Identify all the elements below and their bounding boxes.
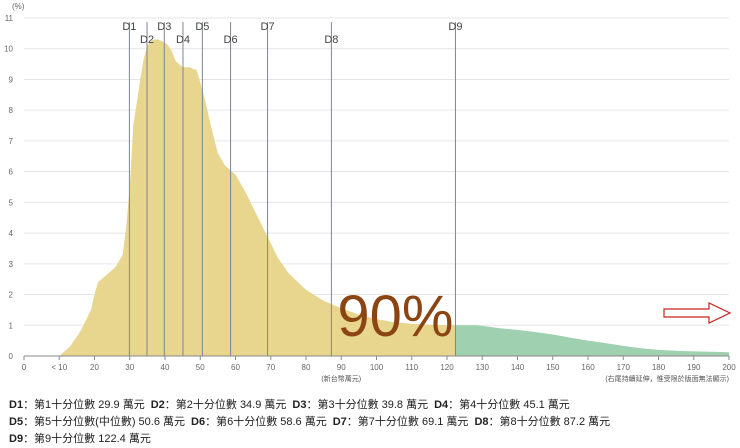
area-series-2: [455, 325, 729, 356]
x-tick-label: 160: [581, 363, 595, 372]
y-tick-label: 2: [9, 291, 14, 300]
y-tick-label: 7: [9, 137, 14, 146]
y-tick-label: 4: [9, 229, 14, 238]
legend-key: D1: [9, 399, 24, 411]
legend-item-d6: D6：第6十分位數 58.6 萬元: [191, 416, 327, 428]
percent-annotation: 90%: [337, 284, 453, 349]
legend-item-d3: D3：第3十分位數 39.8 萬元: [292, 399, 428, 411]
x-tick-label: 200: [722, 363, 736, 372]
legend-key: D2: [150, 399, 165, 411]
y-tick-label: 1: [9, 321, 14, 330]
x-axis-note: (右尾持續延伸，惟受限於版面無法顯示): [605, 374, 729, 383]
right-arrow-icon: [663, 302, 732, 324]
x-tick-label: 20: [90, 363, 99, 372]
income-distribution-chart: 0 1 2 3 4 5 6 7 8 9 10 11 (%) 0 < 10 20 30 40 50 60 70 80 90 10…: [4, 2, 736, 383]
legend-key: D6: [191, 416, 206, 428]
decile-label-d4: D4: [176, 34, 190, 46]
legend-text: ：第3十分位數 39.8 萬元: [306, 399, 429, 411]
y-tick-label: 3: [9, 260, 14, 269]
x-tick-label: 50: [196, 363, 205, 372]
legend-text: ：第7十分位數 69.1 萬元: [346, 416, 469, 428]
legend-item-d5: D5：第5十分位數(中位數) 50.6 萬元: [9, 416, 185, 428]
legend-text: ：第6十分位數 58.6 萬元: [205, 416, 327, 428]
decile-label-d5: D5: [195, 21, 209, 33]
legend-item-d4: D4：第4十分位數 45.1 萬元: [434, 399, 570, 411]
x-tick-label: 30: [125, 363, 134, 372]
decile-label-d6: D6: [224, 34, 238, 46]
decile-label-d3: D3: [157, 21, 171, 33]
legend-text: ：第1十分位數 29.9 萬元: [23, 399, 145, 411]
legend-key: D7: [332, 416, 347, 428]
legend-key: D3: [292, 399, 307, 411]
x-tick-label: 190: [687, 363, 701, 372]
x-tick-label: 90: [337, 363, 346, 372]
y-unit-label: (%): [12, 2, 25, 11]
y-tick-label: 8: [9, 106, 14, 115]
y-tick-label: 10: [4, 45, 13, 54]
x-tick-label: 130: [476, 363, 490, 372]
decile-label-d2: D2: [140, 34, 154, 46]
legend-key: D8: [474, 416, 489, 428]
legend-item-d2: D2：第2十分位數 34.9 萬元: [151, 399, 287, 411]
x-unit-label: (新台幣萬元): [321, 374, 361, 383]
decile-label-d9: D9: [448, 21, 462, 33]
x-tick-label: 110: [405, 363, 418, 372]
x-tick-label: 180: [652, 363, 666, 372]
legend-item-d1: D1：第1十分位數 29.9 萬元: [9, 399, 145, 411]
x-tick-label: 170: [617, 363, 631, 372]
legend-text: ：第8十分位數 87.2 萬元: [488, 416, 611, 428]
area-series-1: [59, 39, 456, 356]
chart-area: 0 1 2 3 4 5 6 7 8 9 10 11 (%) 0 < 10 20 30 40 50 60 70 80 90 10…: [4, 2, 736, 383]
legend-text: ：第4十分位數 45.1 萬元: [448, 399, 570, 411]
legend-key: D9: [9, 433, 24, 445]
legend-text: ：第5十分位數(中位數) 50.6 萬元: [23, 416, 186, 428]
legend-item-d7: D7：第7十分位數 69.1 萬元: [333, 416, 469, 428]
legend-row: D1：第1十分位數 29.9 萬元 D2：第2十分位數 34.9 萬元 D3：第3十…: [9, 397, 734, 414]
x-tick-label: 80: [302, 363, 311, 372]
y-tick-label: 11: [5, 14, 14, 23]
decile-label-d1: D1: [122, 21, 136, 33]
x-tick-label: 140: [511, 363, 525, 372]
y-tick-label: 5: [9, 198, 14, 207]
legend-row: D5：第5十分位數(中位數) 50.6 萬元 D6：第6十分位數 58.6 萬元 D…: [9, 414, 734, 431]
x-tick-label: 100: [370, 363, 384, 372]
legend-item-d9: D9：第9十分位數 122.4 萬元: [9, 433, 151, 445]
x-tick-label: < 10: [51, 363, 67, 372]
y-tick-label: 6: [9, 168, 14, 177]
x-tick-label: 150: [546, 363, 560, 372]
y-tick-label: 0: [9, 352, 14, 361]
legend-text: ：第9十分位數 122.4 萬元: [23, 433, 151, 445]
x-tick-label: 40: [161, 363, 170, 372]
legend-text: ：第2十分位數 34.9 萬元: [164, 399, 287, 411]
decile-legend: D1：第1十分位數 29.9 萬元 D2：第2十分位數 34.9 萬元 D3：第3十…: [9, 397, 734, 448]
legend-key: D5: [9, 416, 24, 428]
x-tick-label: 70: [266, 363, 275, 372]
decile-label-d7: D7: [261, 21, 275, 33]
legend-key: D4: [434, 399, 449, 411]
decile-label-d8: D8: [324, 34, 338, 46]
x-tick-label: 60: [231, 363, 240, 372]
x-tick-label: 120: [440, 363, 454, 372]
legend-row: D9：第9十分位數 122.4 萬元: [9, 431, 734, 448]
x-tick-label: 0: [22, 363, 27, 372]
y-tick-label: 9: [9, 75, 14, 84]
legend-item-d8: D8：第8十分位數 87.2 萬元: [474, 416, 610, 428]
